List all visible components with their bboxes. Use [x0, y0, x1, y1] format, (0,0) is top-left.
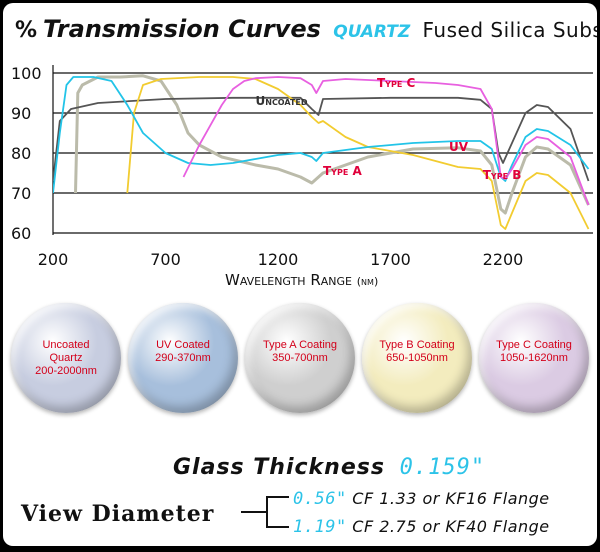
disc-label: Type C Coating 1050-1620nm — [479, 339, 589, 365]
series-label-type-c: Type C — [377, 76, 415, 90]
series-line-uv — [53, 76, 590, 194]
disc-label-line: Type B Coating — [379, 339, 455, 351]
title-sub: Fused Silica Substrate — [422, 18, 597, 42]
disc-label-line: Uncoated — [42, 339, 90, 351]
disc-label-line: 200-2000nm — [35, 365, 97, 377]
coating-disc: Uncoated Quartz 200-2000nm — [11, 303, 121, 413]
flange-size: 0.56" — [293, 489, 347, 509]
y-tick-label: 60 — [11, 224, 31, 243]
percent-symbol: % — [15, 18, 38, 43]
flange-row-2: 1.19" CF 2.75 or KF40 Flange — [293, 517, 550, 537]
coating-disc: Type C Coating 1050-1620nm — [479, 303, 589, 413]
x-tick-label: 700 — [150, 250, 181, 269]
disc-label-line: 290-370nm — [155, 352, 211, 364]
flange-size: 1.19" — [293, 517, 347, 537]
glass-thickness: Glass Thickness 0.159" — [173, 455, 485, 480]
series-line-type-c — [182, 76, 590, 206]
coating-disc: Type A Coating 350-700nm — [245, 303, 355, 413]
title-material: quartz — [333, 15, 411, 43]
disc-label: Uncoated Quartz 200-2000nm — [11, 339, 121, 378]
series-label-uv: UV — [449, 140, 469, 154]
title-main: Transmission Curves — [43, 15, 321, 43]
disc-label-line: Type A Coating — [263, 339, 337, 351]
disc-label-line: UV Coated — [156, 339, 210, 351]
disc-label-line: Type C Coating — [496, 339, 572, 351]
disc-label-line: 650-1050nm — [386, 352, 448, 364]
x-tick-label: 1200 — [258, 250, 299, 269]
transmission-chart: 100 90 80 70 60 200 700 1200 1700 2200 Type A Unco… — [11, 64, 593, 289]
thickness-label: Glass Thickness — [173, 455, 385, 480]
y-tick-label: 70 — [11, 184, 31, 203]
disc-label-line: Quartz — [49, 352, 83, 364]
disc-label-line: 1050-1620nm — [500, 352, 568, 364]
chart-card: % Transmission Curves quartz Fused Silica… — [3, 3, 597, 546]
series-line-uncoated — [53, 96, 590, 182]
series-label-uncoated: Uncoated — [256, 94, 308, 108]
flange-desc: CF 2.75 or KF40 Flange — [352, 517, 550, 536]
y-tick-label: 90 — [11, 104, 31, 123]
disc-label: Type A Coating 350-700nm — [245, 339, 355, 365]
x-axis-label: Wavelength Range (nm) — [225, 271, 378, 289]
y-tick-label: 100 — [11, 64, 42, 83]
flange-row-1: 0.56" CF 1.33 or KF16 Flange — [293, 489, 550, 509]
view-diameter-label: View Diameter — [21, 501, 215, 527]
x-tick-label: 2200 — [483, 250, 524, 269]
disc-label-line: 350-700nm — [272, 352, 328, 364]
x-tick-label: 1700 — [370, 250, 411, 269]
series-label-type-b: Type B — [483, 168, 522, 182]
disc-label: UV Coated 290-370nm — [128, 339, 238, 365]
disc-label: Type B Coating 650-1050nm — [362, 339, 472, 365]
coating-disc: UV Coated 290-370nm — [128, 303, 238, 413]
bracket-line — [241, 496, 289, 528]
series-label-type-a: Type A — [323, 164, 362, 178]
series-line-type-a — [74, 74, 590, 215]
chart-title: % Transmission Curves quartz Fused Silica… — [15, 15, 597, 43]
series-line-type-b — [126, 76, 590, 230]
coating-disc: Type B Coating 650-1050nm — [362, 303, 472, 413]
bracket-connector — [241, 496, 289, 528]
y-tick-label: 80 — [11, 144, 31, 163]
thickness-value: 0.159" — [399, 455, 486, 480]
flange-desc: CF 1.33 or KF16 Flange — [352, 489, 550, 508]
x-tick-label: 200 — [38, 250, 69, 269]
